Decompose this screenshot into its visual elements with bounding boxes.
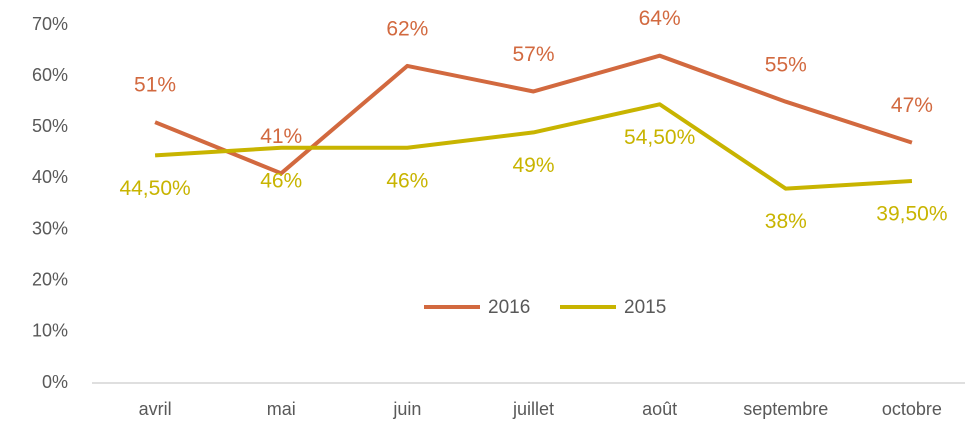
data-label: 47% [891, 94, 933, 117]
data-label: 51% [134, 74, 176, 97]
x-tick-label: octobre [882, 399, 942, 419]
y-tick-label: 50% [32, 116, 68, 136]
y-tick-label: 60% [32, 65, 68, 85]
data-label: 46% [386, 169, 428, 192]
data-label: 54,50% [624, 126, 695, 149]
x-tick-label: juin [392, 399, 421, 419]
y-tick-label: 40% [32, 167, 68, 187]
x-tick-label: mai [267, 399, 296, 419]
legend-label: 2015 [624, 297, 666, 318]
data-label: 55% [765, 53, 807, 76]
y-tick-label: 30% [32, 218, 68, 238]
data-label: 57% [512, 43, 554, 66]
x-tick-label: juillet [512, 399, 554, 419]
x-tick-label: avril [139, 399, 172, 419]
data-label: 49% [512, 154, 554, 177]
y-tick-label: 10% [32, 321, 68, 341]
x-tick-label: septembre [743, 399, 828, 419]
data-label: 62% [386, 17, 428, 40]
line-series [154, 53, 913, 176]
data-label: 44,50% [119, 177, 190, 200]
data-label: 46% [260, 169, 302, 192]
y-tick-label: 0% [42, 372, 68, 392]
y-tick-label: 70% [32, 14, 68, 34]
y-tick-label: 20% [32, 269, 68, 289]
data-label: 41% [260, 125, 302, 148]
line-series [154, 102, 913, 191]
x-tick-label: août [642, 399, 677, 419]
data-label: 39,50% [876, 203, 947, 226]
data-label: 38% [765, 210, 807, 233]
data-label: 64% [639, 7, 681, 30]
legend-label: 2016 [488, 297, 530, 318]
